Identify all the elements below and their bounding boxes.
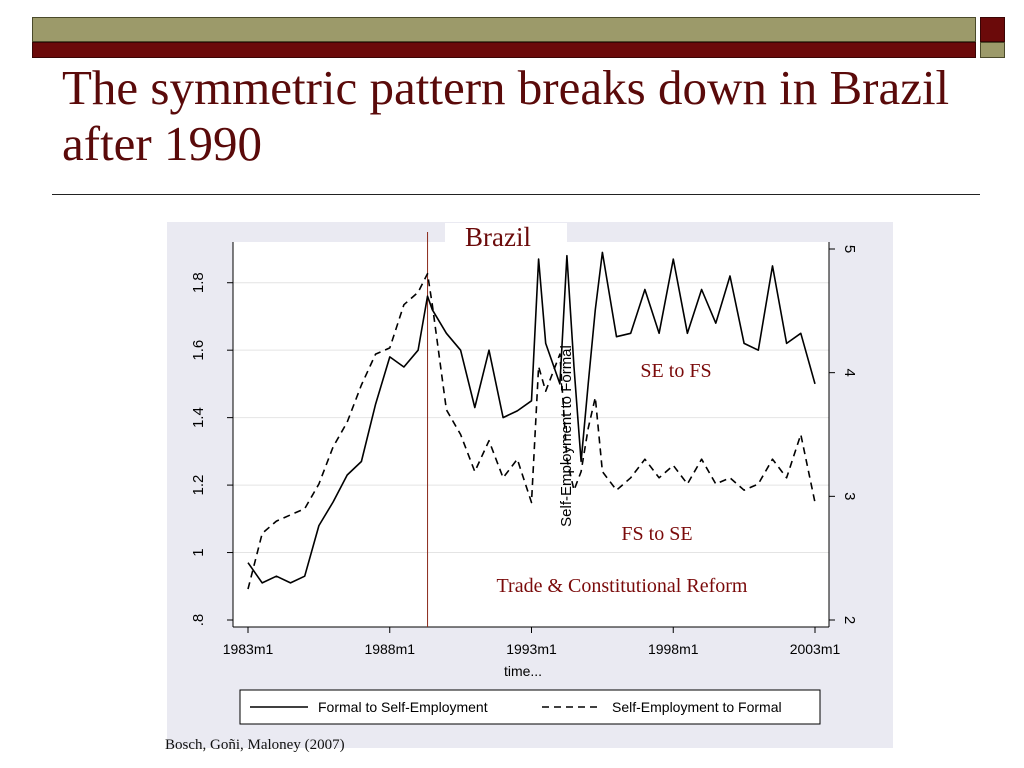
- y2-tick-label: 3: [841, 492, 858, 500]
- y-tick-label: 1.2: [190, 475, 207, 496]
- citation: Bosch, Goñi, Maloney (2007): [165, 737, 345, 753]
- x-tick-label: 1998m1: [648, 641, 699, 657]
- slide-title: The symmetric pattern breaks down in Bra…: [62, 60, 950, 171]
- series-line-formal-to-self-employment: [247, 251, 816, 584]
- y2-tick-label: 4: [841, 368, 858, 376]
- series-line-self-employment-to-formal: [247, 272, 816, 590]
- annotation-se-to-fs: SE to FS: [640, 360, 711, 382]
- y-tick-label: 1: [190, 548, 207, 556]
- header-bar-maroon: [32, 42, 976, 58]
- legend-box: [239, 689, 821, 725]
- header-square-maroon: [980, 17, 1005, 42]
- y2-axis-label: Self-Employment to Formal: [558, 345, 575, 527]
- legend-label-se-to-formal: Self-Employment to Formal: [612, 699, 782, 715]
- chart-title-box: [445, 223, 567, 253]
- y2-tick-label: 5: [841, 245, 858, 253]
- x-axis-label: time...: [504, 663, 542, 679]
- legend-label-formal-to-se: Formal to Self-Employment: [318, 699, 488, 715]
- annotation-fs-to-se: FS to SE: [621, 523, 692, 545]
- header-square-olive: [980, 42, 1005, 58]
- title-divider: [52, 194, 980, 195]
- y2-tick-label: 2: [841, 616, 858, 624]
- x-tick-label: 1983m1: [223, 641, 274, 657]
- x-tick-label: 1988m1: [364, 641, 415, 657]
- annotation-trade-reform: Trade & Constitutional Reform: [497, 575, 748, 597]
- y-tick-label: 1.8: [190, 272, 207, 293]
- x-tick-label: 1993m1: [506, 641, 557, 657]
- x-tick-label: 2003m1: [790, 641, 841, 657]
- y-tick-label: 1.6: [190, 340, 207, 361]
- plot-area: [233, 242, 829, 627]
- y-tick-label: 1.4: [190, 407, 207, 428]
- chart-title: Brazil: [465, 222, 531, 252]
- y-tick-label: .8: [190, 614, 207, 627]
- header-bar-olive: [32, 17, 976, 42]
